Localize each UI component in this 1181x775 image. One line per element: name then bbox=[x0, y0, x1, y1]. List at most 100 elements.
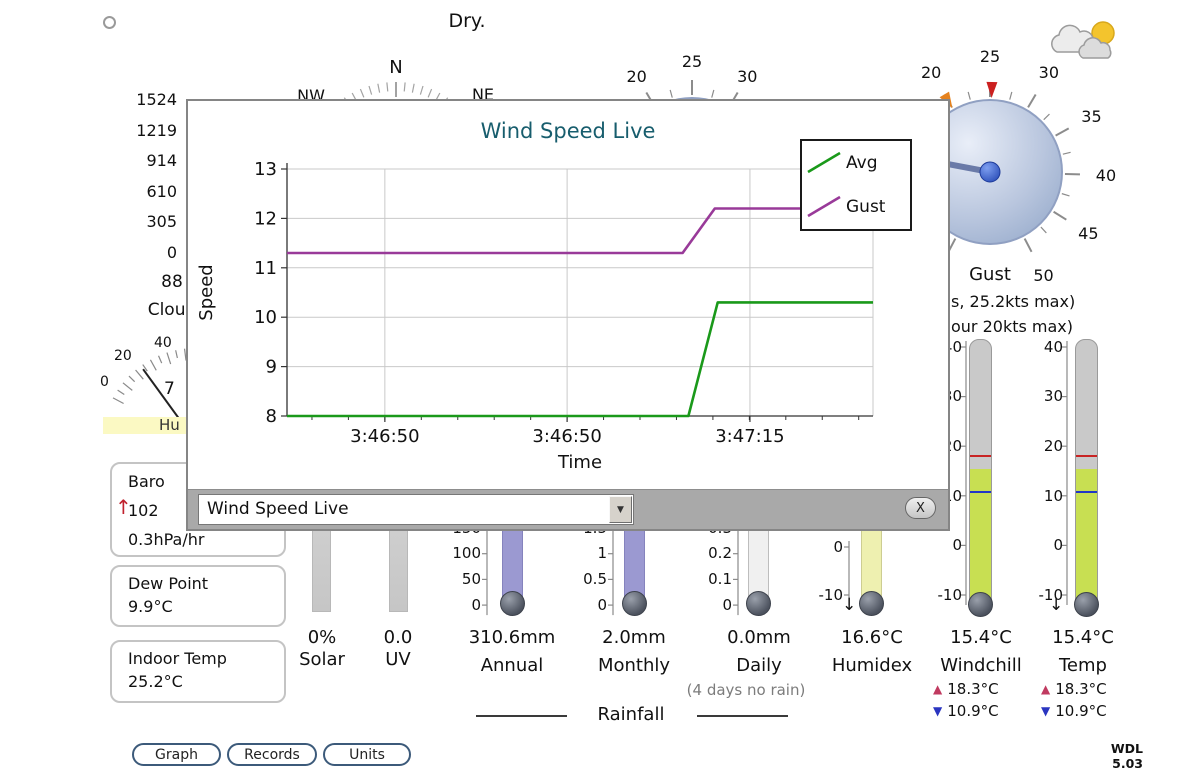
dew-point-label: Dew Point bbox=[128, 574, 209, 593]
dew-point-box: Dew Point 9.9°C bbox=[110, 565, 286, 627]
barometer-label: Baro bbox=[128, 472, 165, 491]
max-up-icon: ▲ bbox=[933, 682, 943, 696]
cloud-height-scale-label: 305 bbox=[146, 212, 177, 232]
line-shape bbox=[669, 89, 673, 98]
dropdown-arrow-icon[interactable]: ▼ bbox=[609, 496, 632, 523]
text-shape: 3:47:15 bbox=[715, 426, 784, 447]
gust-dial-number: 50 bbox=[1033, 265, 1054, 285]
windchill-max-marker bbox=[970, 455, 991, 457]
wind-summary-line2: our 20kts max) bbox=[951, 317, 1074, 336]
monthly-rain-label: Monthly bbox=[597, 655, 671, 676]
text-shape: 13 bbox=[254, 159, 277, 180]
line-shape bbox=[157, 355, 163, 364]
line-shape bbox=[403, 82, 406, 92]
line-shape bbox=[807, 151, 841, 174]
cloud-height-scale-label: 914 bbox=[146, 151, 177, 171]
max-up-icon: ▲ bbox=[1041, 682, 1051, 696]
annual-rain-bulb bbox=[500, 591, 525, 616]
records-button[interactable]: Records bbox=[227, 743, 317, 766]
line-shape bbox=[1040, 226, 1047, 234]
temp-scale-label: 10 bbox=[1043, 486, 1063, 505]
gust-dial-number: 40 bbox=[1095, 166, 1117, 186]
chart-legend: Avg Gust bbox=[800, 139, 912, 231]
graph-button[interactable]: Graph bbox=[132, 743, 221, 766]
daily-rain-scale-label: 0.2 bbox=[708, 544, 732, 563]
humidity-tick-20: 20 bbox=[114, 348, 132, 364]
polygon-shape bbox=[986, 81, 998, 99]
temp-scale-label: 40 bbox=[1043, 337, 1063, 356]
text-shape: 12 bbox=[254, 208, 277, 229]
humidex-scale-label: 0 bbox=[833, 537, 843, 556]
temp-max-marker bbox=[1076, 455, 1097, 457]
legend-item-gust: Gust bbox=[802, 185, 910, 229]
line-shape bbox=[411, 83, 415, 93]
cloud-sun-icon bbox=[1051, 21, 1115, 59]
dialog-bottom-bar: Wind Speed Live ▼ X bbox=[188, 489, 948, 529]
uv-value: 0.0 bbox=[383, 627, 413, 648]
annual-rain-scale-label: 100 bbox=[452, 544, 481, 563]
humidex-bulb bbox=[859, 591, 884, 616]
circle-shape bbox=[979, 161, 1001, 183]
graph-selector-dropdown[interactable]: Wind Speed Live ▼ bbox=[198, 494, 634, 525]
avg-dial-number: 30 bbox=[737, 67, 758, 87]
line-shape bbox=[967, 91, 971, 100]
temp-trend-down-icon: ↓ bbox=[1049, 595, 1064, 615]
text-shape: Time bbox=[557, 452, 602, 473]
temp-min-value: 10.9°C bbox=[1055, 702, 1107, 720]
daily-rain-scale-label: 0 bbox=[722, 595, 732, 614]
solar-label: Solar bbox=[299, 649, 345, 670]
cloud-height-scale-label: 0 bbox=[166, 243, 177, 263]
text-shape: 10 bbox=[254, 307, 277, 328]
indoor-temp-box: Indoor Temp 25.2°C bbox=[110, 640, 286, 703]
radio-circle[interactable] bbox=[103, 16, 116, 29]
close-button[interactable]: X bbox=[905, 497, 936, 519]
dew-point-value: 9.9°C bbox=[128, 597, 173, 616]
temp-thermometer bbox=[1075, 339, 1098, 602]
min-down-icon: ▼ bbox=[933, 704, 943, 718]
min-down-icon: ▼ bbox=[1041, 704, 1051, 718]
line-shape bbox=[122, 382, 133, 391]
units-button[interactable]: Units bbox=[323, 743, 411, 766]
line-shape bbox=[368, 85, 373, 95]
temp-scale-label: 20 bbox=[1043, 436, 1063, 455]
avg-dial-number: 20 bbox=[626, 67, 647, 87]
legend-avg-label: Avg bbox=[846, 153, 878, 173]
humidity-tick-40: 40 bbox=[154, 335, 172, 351]
line-shape bbox=[166, 352, 172, 365]
humidex-label: Humidex bbox=[831, 655, 913, 676]
wind-summary-line1: s, 25.2kts max) bbox=[951, 292, 1076, 311]
line-shape bbox=[1062, 151, 1071, 155]
uv-label: UV bbox=[385, 649, 411, 670]
windchill-max-value: 18.3°C bbox=[947, 680, 999, 698]
line-shape bbox=[386, 82, 389, 92]
windchill-thermometer bbox=[969, 339, 992, 602]
polyline-shape bbox=[287, 207, 873, 255]
monthly-rain-scale-label: 0 bbox=[597, 595, 607, 614]
line-shape bbox=[149, 359, 157, 371]
gust-dial-label: Gust bbox=[969, 264, 1011, 285]
gust-line-sample-icon bbox=[807, 195, 841, 218]
line-shape bbox=[112, 397, 124, 405]
avg-line-sample-icon bbox=[807, 151, 841, 174]
barometer-rate: 0.3hPa/hr bbox=[128, 530, 205, 549]
line-shape bbox=[128, 375, 136, 383]
humidity-label: Hu bbox=[159, 416, 180, 434]
gust-dial-number: 45 bbox=[1078, 224, 1099, 244]
windchill-fill bbox=[970, 469, 991, 601]
graph-selector-value: Wind Speed Live bbox=[207, 499, 349, 519]
wind-speed-chart: 13 12 11 10 9 8 3:46:50 3:46:50 3:47:15 Speed Time bbox=[196, 159, 874, 473]
line-shape bbox=[1053, 210, 1067, 221]
humidex-scale-label: -10 bbox=[818, 585, 844, 604]
line-shape bbox=[377, 83, 381, 93]
condition-text: Dry. bbox=[448, 10, 486, 32]
daily-rain-bulb bbox=[746, 591, 771, 616]
text-shape: 11 bbox=[254, 258, 277, 279]
gust-dial-number: 30 bbox=[1038, 63, 1060, 83]
cloud-height-scale-label: 610 bbox=[146, 181, 177, 201]
rainfall-section-label: Rainfall bbox=[597, 704, 665, 725]
path-shape bbox=[1078, 37, 1112, 59]
windchill-bulb bbox=[968, 592, 993, 617]
annual-rain-label: Annual bbox=[480, 655, 544, 676]
monthly-rain-bulb bbox=[622, 591, 647, 616]
